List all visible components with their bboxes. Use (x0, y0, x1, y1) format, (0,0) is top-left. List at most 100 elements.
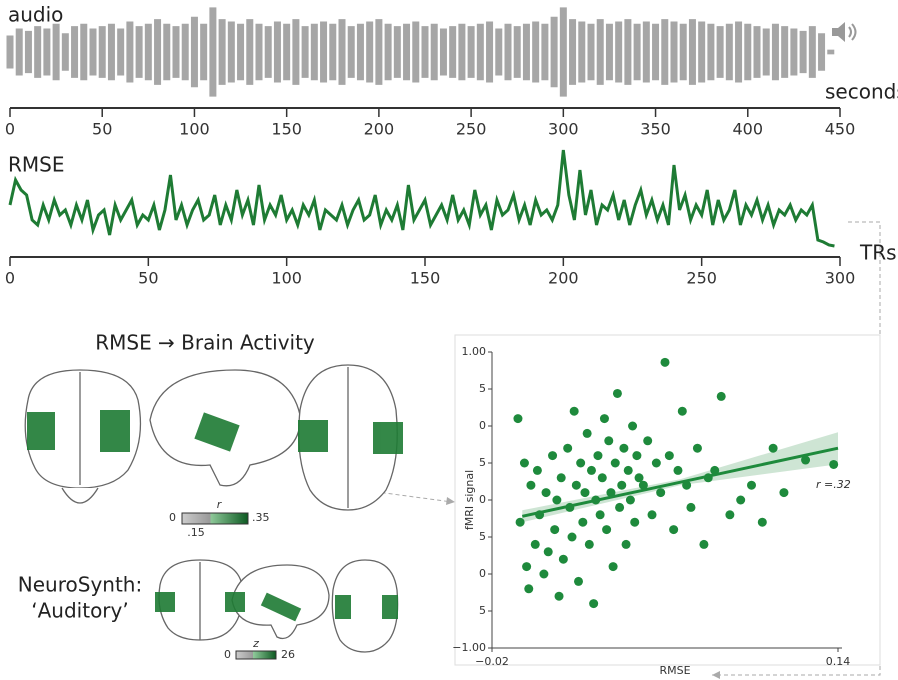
point (643, 436, 653, 446)
x-tick-label: 100 (271, 269, 302, 288)
y-tick-label: 5 (479, 382, 486, 395)
colorbar-min: 0 (224, 648, 231, 661)
point (586, 465, 596, 475)
x-tick-label: 150 (271, 120, 302, 139)
point (589, 599, 599, 609)
point (736, 495, 746, 505)
point (571, 480, 581, 490)
point (651, 458, 661, 468)
point (569, 406, 579, 416)
x-tick-label: 150 (410, 269, 441, 288)
brain-views (24, 364, 399, 653)
x-tick-label: 450 (825, 120, 856, 139)
rmse-line (8, 149, 835, 248)
x-tick-label: 350 (640, 120, 671, 139)
point (558, 554, 568, 564)
point (747, 480, 756, 490)
x-tick-label: 300 (825, 269, 856, 288)
point (615, 502, 625, 512)
colorbar (181, 512, 249, 525)
point (532, 465, 542, 475)
connector (339, 486, 453, 503)
point (710, 465, 720, 475)
point (829, 459, 839, 469)
y-tick-label: 5 (479, 604, 486, 617)
x-tick-label: −0.02 (475, 655, 509, 668)
point (647, 510, 657, 520)
chart-title: RMSE (8, 153, 64, 177)
point (548, 451, 558, 461)
x-tick-label: 0 (5, 269, 15, 288)
point (682, 480, 692, 490)
x-tick-label: 250 (456, 120, 487, 139)
neurosynth-label: NeuroSynth: (18, 573, 142, 597)
point (602, 525, 612, 535)
point (669, 525, 679, 535)
point (610, 458, 620, 468)
point (563, 443, 573, 453)
colorbar-threshold: .15 (187, 526, 205, 539)
point (801, 455, 811, 465)
colorbar-min: 0 (169, 511, 176, 524)
colorbar (235, 650, 277, 660)
point (692, 443, 702, 453)
point (634, 473, 644, 483)
point (638, 480, 648, 490)
colorbar-max: 26 (281, 648, 295, 661)
arrow-head (446, 497, 455, 505)
point (519, 458, 529, 468)
point (556, 473, 566, 483)
x-tick-label: 50 (138, 269, 158, 288)
x-tick-label: 250 (686, 269, 717, 288)
point (677, 406, 687, 416)
point (574, 576, 583, 586)
y-tick-label: 0 (479, 493, 486, 506)
point (595, 510, 605, 520)
point (628, 421, 638, 431)
point (539, 569, 549, 579)
x-tick-label: 200 (364, 120, 395, 139)
point (593, 451, 603, 461)
speaker-icon (832, 22, 857, 42)
point (522, 562, 532, 572)
point (625, 495, 635, 505)
y-tick-label: 5 (479, 456, 486, 469)
x-tick-label: 50 (92, 120, 112, 139)
point (597, 473, 607, 483)
x-axis-label: RMSE (659, 664, 690, 677)
x-axis-label: TRs (859, 241, 897, 265)
y-axis-label: fMRI signal (463, 470, 476, 530)
point (554, 591, 564, 601)
point (656, 488, 666, 498)
arrow-head (712, 671, 720, 679)
point (578, 517, 588, 527)
x-tick-label: 300 (548, 120, 579, 139)
point (584, 539, 594, 549)
annotation: r =.32 (816, 478, 851, 491)
point (619, 443, 629, 453)
point (599, 414, 609, 424)
y-tick-label: 1.00 (462, 345, 487, 358)
x-tick-label: 0.14 (826, 655, 851, 668)
point (779, 488, 789, 498)
y-tick-label: 5 (479, 530, 486, 543)
point (552, 495, 562, 505)
point (623, 465, 633, 475)
point (541, 488, 551, 498)
connector (712, 221, 881, 676)
point (530, 539, 540, 549)
y-tick-label: −1.00 (452, 641, 486, 654)
point (550, 525, 560, 535)
point (606, 488, 616, 498)
point (716, 391, 726, 401)
point (515, 517, 525, 527)
x-tick-label: 200 (548, 269, 579, 288)
y-tick-label: 0 (479, 567, 486, 580)
point (664, 451, 674, 461)
point (660, 357, 670, 367)
point (526, 480, 536, 490)
point (617, 480, 627, 490)
point (582, 428, 592, 438)
x-tick-label: 0 (5, 120, 15, 139)
